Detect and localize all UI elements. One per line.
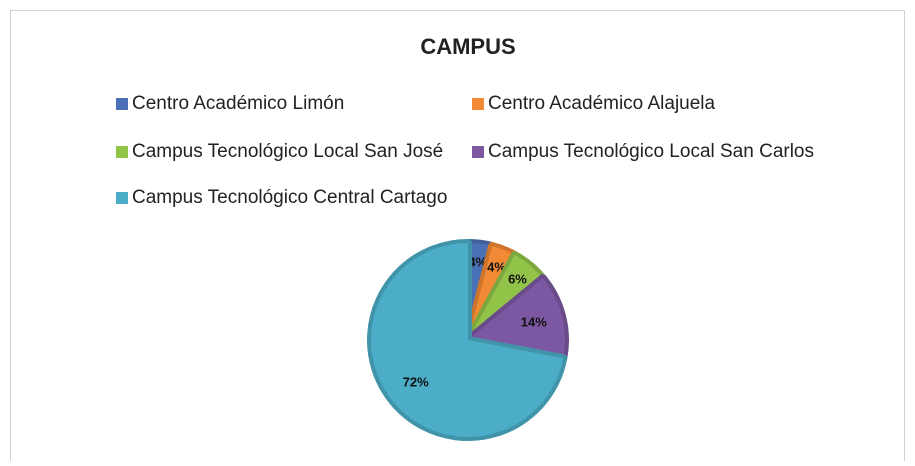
chart-title: CAMPUS <box>420 34 515 59</box>
data-label: 4% <box>487 259 506 274</box>
legend-swatch <box>472 98 484 110</box>
data-label: 6% <box>508 272 527 287</box>
legend-label: Centro Académico Limón <box>132 93 344 114</box>
legend-swatch <box>116 146 128 158</box>
legend-label: Campus Tecnológico Central Cartago <box>132 187 447 208</box>
legend-swatch <box>472 146 484 158</box>
data-label: 4% <box>468 254 487 269</box>
legend-swatch <box>116 98 128 110</box>
legend-label: Centro Académico Alajuela <box>488 93 716 114</box>
data-label: 72% <box>403 375 429 390</box>
legend-label: Campus Tecnológico Local San José <box>132 141 443 162</box>
legend-label: Campus Tecnológico Local San Carlos <box>488 141 814 162</box>
data-label: 14% <box>521 315 547 330</box>
legend-swatch <box>116 192 128 204</box>
pie-slice <box>367 239 568 441</box>
